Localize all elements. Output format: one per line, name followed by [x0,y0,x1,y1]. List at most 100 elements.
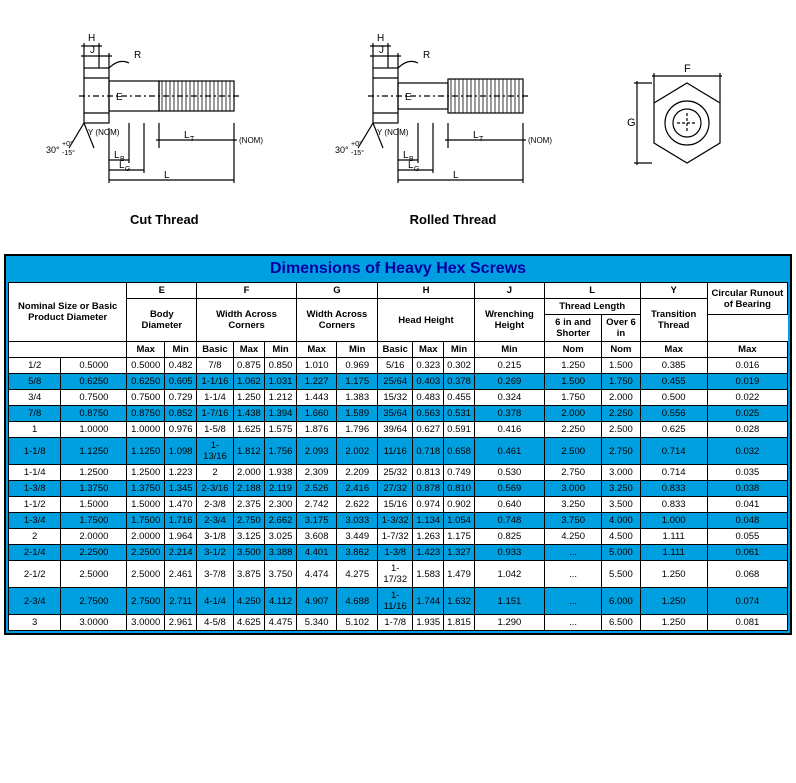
cell-value: 3.750 [544,513,602,529]
cell-value: 6.500 [602,615,640,631]
svg-text:+0°: +0° [351,140,362,148]
cell-nom: 1 [9,422,61,438]
svg-text:Y (NOM): Y (NOM) [88,128,120,137]
svg-text:T: T [190,136,195,143]
cell-value: 0.627 [413,422,444,438]
svg-text:30°: 30° [46,145,60,155]
header-col: Min [265,342,297,358]
cell-value: 1.290 [474,615,544,631]
cell-nom: 5/8 [9,374,61,390]
svg-text:G: G [627,117,636,129]
cell-value: 1.031 [265,374,297,390]
cell-value: 1.111 [640,545,707,561]
cell-value: 3.033 [337,513,378,529]
header-head-height: Head Height [378,299,475,342]
cell-dec: 2.7500 [61,588,127,615]
cell-value: 1.876 [296,422,337,438]
cell-value: 0.556 [640,406,707,422]
cell-value: 1.223 [165,465,197,481]
cell-value: 1.443 [296,390,337,406]
svg-text:L: L [164,170,170,181]
cell-value: 2.622 [337,497,378,513]
cell-value: 1.1250 [127,438,165,465]
cell-value: 11/16 [378,438,413,465]
cell-value: 0.323 [413,358,444,374]
cell-value: 0.269 [474,374,544,390]
cell-dec: 0.5000 [61,358,127,374]
cell-value: 6.000 [602,588,640,615]
cell-value: 1.583 [413,561,444,588]
svg-text:H: H [377,33,384,44]
cell-nom: 2-1/2 [9,561,61,588]
cell-value: 2 [197,465,233,481]
cell-value: 0.038 [707,481,787,497]
table-row: 1/20.50000.50000.4827/80.8750.8501.0100.… [9,358,788,374]
cell-nom: 1/2 [9,358,61,374]
cell-value: 0.729 [165,390,197,406]
cell-value: 1.938 [265,465,297,481]
cell-value: 1-7/16 [197,406,233,422]
cell-value: 0.748 [474,513,544,529]
header-group: Y [640,283,707,299]
cell-value: 0.5000 [127,358,165,374]
cell-value: 4.275 [337,561,378,588]
cell-value: 1.054 [444,513,475,529]
cell-value: 1-7/32 [378,529,413,545]
cell-value: 3.025 [265,529,297,545]
cell-value: 0.605 [165,374,197,390]
header-col: Min [444,342,475,358]
header-wac-g: Width Across Corners [296,299,377,342]
header-col: Basic [378,342,413,358]
cell-value: 3.175 [296,513,337,529]
cell-value: 0.455 [444,390,475,406]
cell-value: 2.188 [233,481,265,497]
cell-dec: 1.5000 [61,497,127,513]
header-col: Max [127,342,165,358]
cell-dec: 2.0000 [61,529,127,545]
cell-value: 1.134 [413,513,444,529]
cell-value: 1.750 [602,374,640,390]
header-col: Min [165,342,197,358]
cell-value: 2.000 [233,465,265,481]
cell-nom: 1-1/4 [9,465,61,481]
svg-text:H: H [88,33,95,44]
cell-value: 5.102 [337,615,378,631]
header-col: Max [707,342,787,358]
table-row: 1-3/81.37501.37501.3452-3/162.1882.1192.… [9,481,788,497]
cell-value: 35/64 [378,406,413,422]
cell-value: 0.074 [707,588,787,615]
cell-value: 0.378 [444,374,475,390]
cell-value: 3-1/2 [197,545,233,561]
cell-value: 0.640 [474,497,544,513]
header-body-dia: Body Diameter [127,299,197,342]
cell-value: 0.032 [707,438,787,465]
cell-value: 2.300 [265,497,297,513]
cell-value: 2.416 [337,481,378,497]
table-row: 2-1/22.50002.50002.4613-7/83.8753.7504.4… [9,561,788,588]
cell-dec: 1.0000 [61,422,127,438]
cell-value: 3.449 [337,529,378,545]
cell-value: 0.933 [474,545,544,561]
cell-value: 0.378 [474,406,544,422]
cell-value: 0.878 [413,481,444,497]
cell-value: 2.526 [296,481,337,497]
header-group: F [197,283,297,299]
cell-value: 4.907 [296,588,337,615]
cell-value: 3.608 [296,529,337,545]
svg-text:L: L [453,170,459,181]
cell-value: 0.563 [413,406,444,422]
table-row: 1-1/81.12501.12501.0981-13/161.8121.7562… [9,438,788,465]
rolled-thread-diagram: HJR E Y (NOM) LT (NOM) LB LG L 30° +0°-1… [333,23,573,227]
cell-value: 2.961 [165,615,197,631]
cell-value: 2.750 [544,465,602,481]
cell-value: 2.209 [337,465,378,481]
header-col: Max [233,342,265,358]
cell-value: 1.935 [413,615,444,631]
cell-value: 1.589 [337,406,378,422]
cell-value: 0.483 [413,390,444,406]
cell-value: 2.250 [602,406,640,422]
cell-value: 0.035 [707,465,787,481]
svg-text:J: J [379,45,384,56]
cell-value: 1.815 [444,615,475,631]
cell-value: 1-3/8 [378,545,413,561]
